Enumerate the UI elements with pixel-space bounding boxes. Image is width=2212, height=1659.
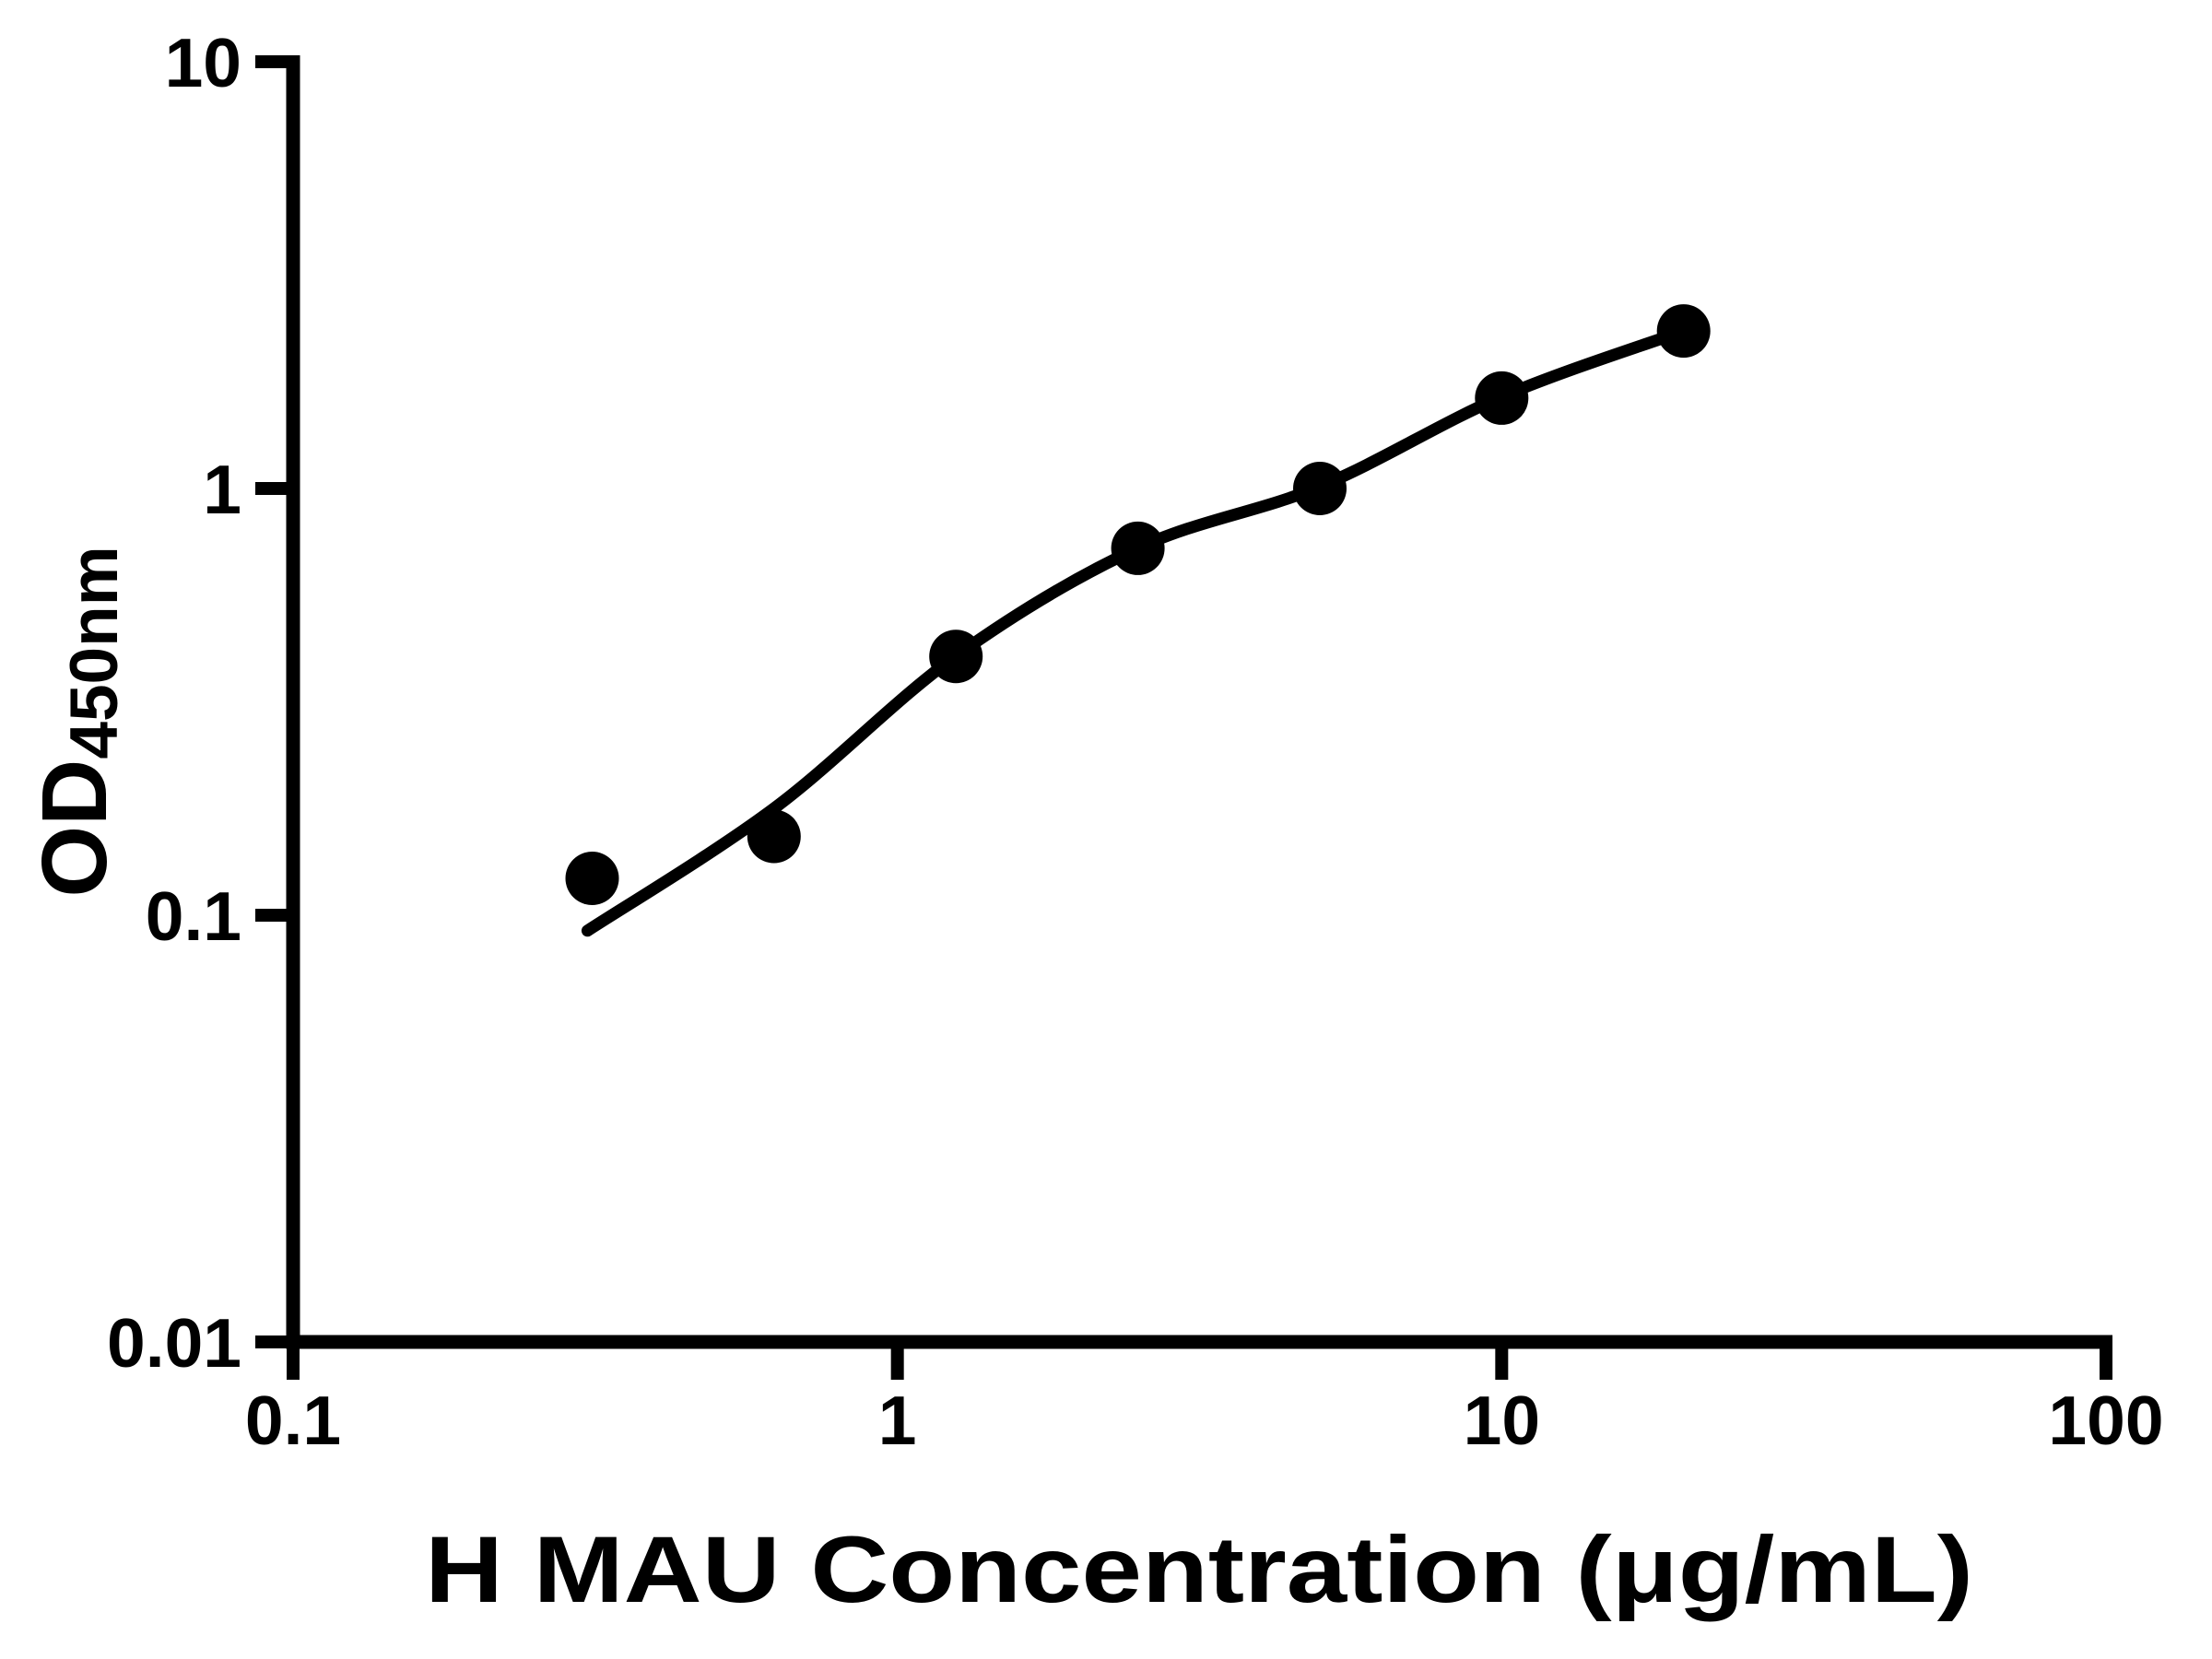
data-point <box>747 809 801 864</box>
x-axis-title: H MAU Concentration (μg/mL) <box>425 1517 1973 1622</box>
series-layer <box>565 304 1711 937</box>
x-tick-label: 10 <box>1464 1382 1540 1459</box>
y-axis-title-main: OD <box>23 759 126 898</box>
y-axis-title-sub: 450nm <box>57 546 132 759</box>
y-tick-label: 0.01 <box>107 1304 241 1382</box>
x-tick-label: 1 <box>878 1382 917 1459</box>
y-tick-label: 0.1 <box>146 877 241 955</box>
y-tick-label: 10 <box>165 24 241 101</box>
data-point <box>1475 371 1529 425</box>
data-point <box>1111 521 1165 575</box>
x-tick-label: 0.1 <box>245 1382 341 1459</box>
data-point <box>1656 304 1711 359</box>
y-tick-label: 1 <box>203 451 241 528</box>
data-point <box>929 629 983 684</box>
data-point <box>1293 462 1347 515</box>
data-point <box>565 852 619 905</box>
y-axis-title: OD450nm <box>23 546 132 897</box>
x-tick-label: 100 <box>2048 1382 2163 1459</box>
